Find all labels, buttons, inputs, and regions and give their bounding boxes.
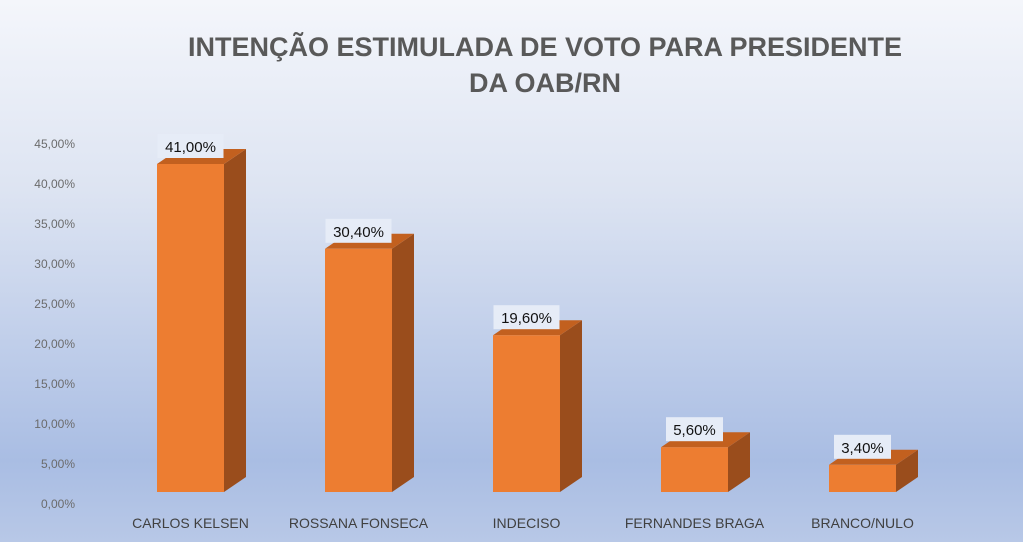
bar-side	[560, 320, 582, 492]
data-label: 3,40%	[841, 440, 884, 457]
bar	[325, 248, 392, 492]
data-label: 41,00%	[165, 139, 216, 156]
y-tick-label: 30,00%	[34, 257, 75, 271]
bar	[661, 447, 728, 492]
x-category-label: BRANCO/NULO	[811, 515, 914, 531]
data-label-box	[157, 134, 224, 158]
data-label: 30,40%	[333, 224, 384, 241]
y-tick-label: 35,00%	[34, 217, 75, 231]
data-label-box	[834, 434, 891, 459]
chart-title-line2: DA OAB/RN	[469, 68, 621, 98]
y-tick-label: 20,00%	[34, 337, 75, 351]
bar	[493, 335, 560, 492]
data-label-box	[493, 305, 560, 330]
data-label-box	[666, 417, 723, 442]
data-label: 19,60%	[501, 310, 552, 327]
bar-side	[896, 449, 918, 492]
x-category-label: ROSSANA FONSECA	[289, 515, 429, 531]
bar-side	[224, 149, 246, 492]
y-tick-label: 5,00%	[41, 457, 75, 471]
data-label-box	[325, 218, 392, 243]
chart-title-line1: INTENÇÃO ESTIMULADA DE VOTO PARA PRESIDE…	[187, 32, 903, 62]
y-tick-label: 25,00%	[34, 297, 75, 311]
y-tick-label: 40,00%	[34, 177, 75, 191]
bar-side	[392, 233, 414, 493]
y-tick-label: 15,00%	[34, 377, 75, 391]
x-category-label: INDECISO	[493, 515, 561, 531]
data-label: 5,60%	[673, 422, 716, 439]
y-tick-label: 10,00%	[34, 417, 75, 431]
y-tick-label: 0,00%	[41, 497, 75, 511]
bar	[829, 464, 896, 492]
bar-side	[728, 432, 750, 492]
x-category-label: FERNANDES BRAGA	[625, 515, 765, 531]
bar	[157, 164, 224, 492]
y-tick-label: 45,00%	[34, 137, 75, 151]
x-category-label: CARLOS KELSEN	[132, 515, 249, 531]
